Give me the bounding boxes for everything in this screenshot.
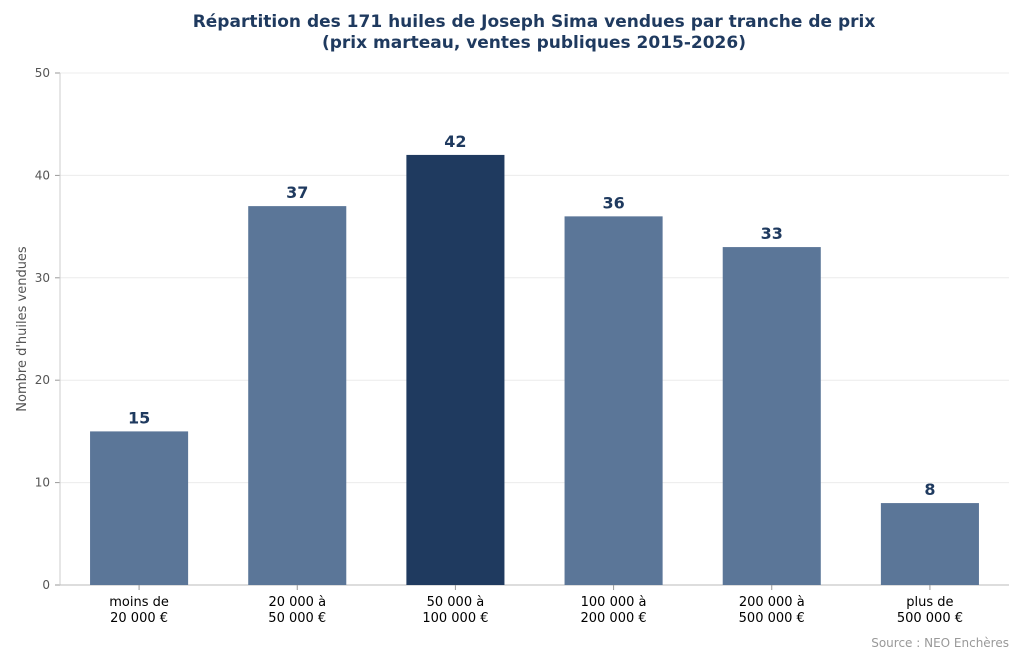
y-tick-label: 30 — [35, 271, 50, 285]
y-tick-label: 50 — [35, 66, 50, 80]
bar — [248, 206, 347, 585]
bar — [722, 247, 821, 585]
y-tick-label: 40 — [35, 168, 50, 182]
bar-value-label: 33 — [761, 224, 783, 243]
x-tick-label: 100 000 à — [581, 595, 647, 610]
gridlines — [60, 72, 1009, 586]
axes: 0 10 20 30 40 50 Nombre d'huiles vendues — [15, 66, 1009, 592]
x-tick-label: plus de — [906, 595, 953, 610]
x-tick-label: 200 000 € — [580, 611, 646, 626]
chart-title-line1: Répartition des 171 huiles de Joseph Sim… — [192, 12, 876, 32]
x-tick-label: 20 000 à — [268, 595, 326, 610]
y-tick-label: 20 — [35, 373, 50, 387]
y-tick-label: 10 — [35, 476, 50, 490]
bar — [406, 154, 505, 586]
x-tick-label: 500 000 € — [897, 611, 963, 626]
bar-value-label: 36 — [602, 193, 624, 212]
x-tick-label: 100 000 € — [422, 611, 488, 626]
x-tick-label: 50 000 € — [268, 611, 326, 626]
bar — [90, 431, 189, 585]
x-tick-label: 500 000 € — [739, 611, 805, 626]
y-tick-label: 0 — [42, 578, 50, 592]
bar — [564, 216, 663, 586]
bar-value-label: 37 — [286, 183, 308, 202]
source-note: Source : NEO Enchères — [871, 636, 1009, 650]
bar-value-label: 15 — [128, 408, 150, 427]
x-tick-label: 20 000 € — [110, 611, 168, 626]
x-tick-label: 200 000 à — [739, 595, 805, 610]
bars — [90, 154, 979, 586]
chart-title-line2: (prix marteau, ventes publiques 2015-202… — [321, 33, 746, 53]
chart-title: Répartition des 171 huiles de Joseph Sim… — [0, 12, 1024, 54]
bar — [880, 503, 979, 585]
bar-value-label: 8 — [924, 480, 935, 499]
y-axis-title: Nombre d'huiles vendues — [15, 246, 30, 412]
x-tick-label: moins de — [109, 595, 169, 610]
bar-value-label: 42 — [444, 132, 466, 151]
x-tick-label: 50 000 à — [427, 595, 485, 610]
